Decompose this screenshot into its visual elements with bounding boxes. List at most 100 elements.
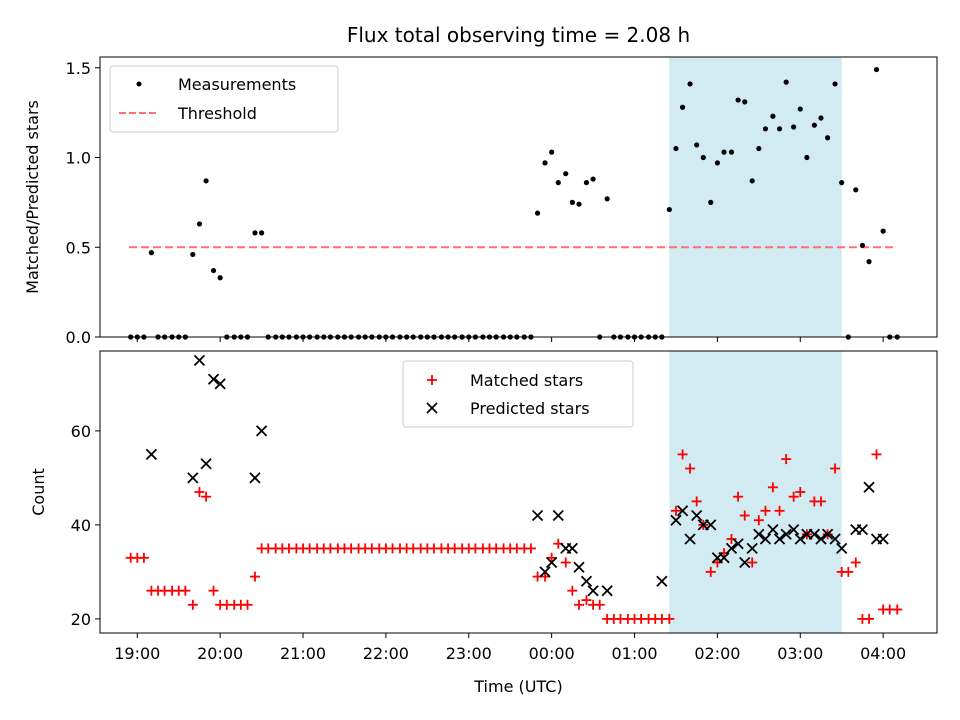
measurement-point [749,178,755,184]
count-y-axis-ticks: 20 40 60 [71,422,100,629]
predicted-point [656,575,668,587]
measurement-point [811,122,817,128]
matched-point [685,463,696,474]
measurement-point [797,106,803,112]
predicted-point [767,523,779,536]
measurement-point [569,199,575,205]
matched-point [581,595,592,606]
x-tick-label: 19:00 [114,644,160,663]
matched-point [850,557,861,568]
predicted-point [552,509,564,522]
predicted-point [877,533,889,545]
matched-point [546,552,557,563]
measurement-point [742,99,748,105]
measurement-point [818,115,824,121]
predicted-point [531,509,544,522]
matched-point [573,599,584,610]
y-tick-label: 0.0 [66,328,91,347]
measurement-point [708,199,714,205]
measurement-point [804,154,810,161]
measurement-point [576,201,582,207]
matched-point [843,566,854,577]
x-tick-label: 20:00 [197,644,243,663]
y-tick-label: 20 [71,610,91,629]
matched-point [180,585,191,596]
x-tick-label: 22:00 [363,644,409,663]
measurement-point [679,104,686,110]
matched-point [733,491,744,502]
matched-stars-series [125,449,903,624]
x-tick-label: 04:00 [860,644,906,663]
predicted-point [145,448,158,461]
legend-marker-measurements [136,81,142,87]
ratio-y-axis-label: Matched/Predicted stars [23,100,42,294]
measurement-point [583,180,590,186]
matched-point [670,505,681,516]
legend-x-glyph [426,402,438,414]
matched-point [815,496,826,507]
predicted-point [187,472,199,484]
measurement-point [563,171,569,177]
matched-point [774,505,785,516]
matched-point [249,571,260,582]
matched-point [201,491,212,502]
predicted-point [863,481,875,493]
measurement-point [210,267,217,274]
count-legend-box [402,360,634,428]
measurement-point [700,154,706,161]
matched-point [664,613,675,624]
x-tick-label: 00:00 [529,644,575,663]
predicted-stars-series [145,354,889,597]
measurement-point [853,187,859,193]
predicted-point [739,556,751,569]
count-y-axis-label: Count [29,468,48,516]
matched-point [747,557,758,568]
predicted-point [815,533,827,545]
measurement-point [728,149,735,155]
predicted-point [808,528,820,540]
observing-window-shade [669,351,842,633]
measurement-point [825,135,831,141]
y-tick-label: 1.5 [66,59,91,78]
matched-point [788,491,799,502]
predicted-point [684,533,696,545]
matched-point [781,454,792,465]
measurement-point [555,180,561,186]
measurement-point [714,160,720,166]
predicted-point [580,575,593,587]
x-tick-label: 03:00 [777,644,823,663]
predicted-point [787,523,800,536]
predicted-point [718,552,730,564]
predicted-point [207,373,220,385]
measurement-point [770,113,776,119]
shaded-span [669,57,842,337]
matched-point [892,604,903,615]
matched-point [753,515,764,526]
legend-label-matched: Matched stars [470,371,583,390]
legend-label-predicted: Predicted stars [470,399,590,418]
predicted-point [601,585,613,597]
measurement-point [791,124,797,130]
matched-point [560,557,571,568]
measurement-point [604,196,610,202]
predicted-point [200,458,212,470]
matched-point [187,599,198,610]
predicted-point [759,533,772,545]
measurement-point [694,142,700,148]
count-panel-frame [99,350,938,634]
measurement-point [832,81,838,87]
measurement-point [258,230,265,236]
measurement-point [687,81,693,87]
matched-point [864,613,875,624]
matched-point [567,585,578,596]
predicted-point [773,533,786,545]
measurement-point [839,180,845,186]
predicted-point [725,542,738,555]
predicted-point [794,533,806,545]
measurement-point [534,210,541,216]
predicted-point [732,538,744,550]
count-legend: Matched stars Predicted stars [402,360,634,428]
measurement-point [866,259,872,265]
legend-marker-predicted [426,402,438,414]
